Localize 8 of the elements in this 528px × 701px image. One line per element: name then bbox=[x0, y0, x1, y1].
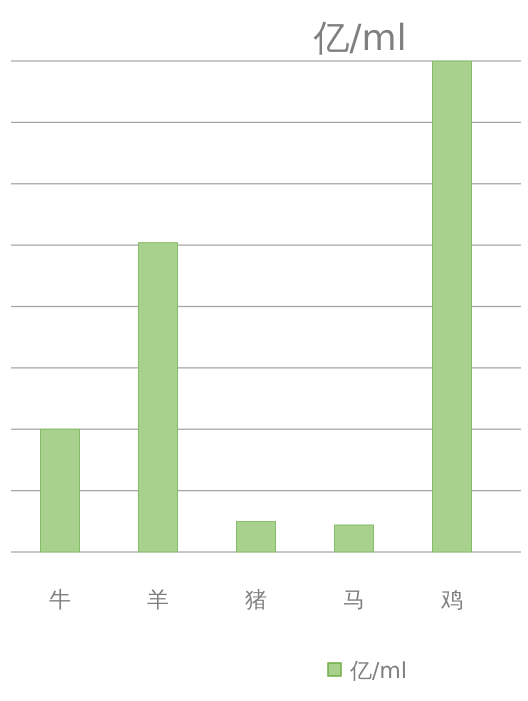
x-tick-label: 马 bbox=[343, 588, 365, 613]
chart-title: 亿/ml bbox=[312, 18, 407, 59]
x-tick-label: 牛 bbox=[49, 588, 71, 613]
x-tick-label: 鸡 bbox=[440, 588, 463, 613]
legend: 亿/ml bbox=[327, 659, 407, 684]
x-tick-label: 羊 bbox=[147, 588, 169, 613]
legend-label: 亿/ml bbox=[349, 659, 407, 684]
x-tick-label: 猪 bbox=[245, 588, 267, 613]
